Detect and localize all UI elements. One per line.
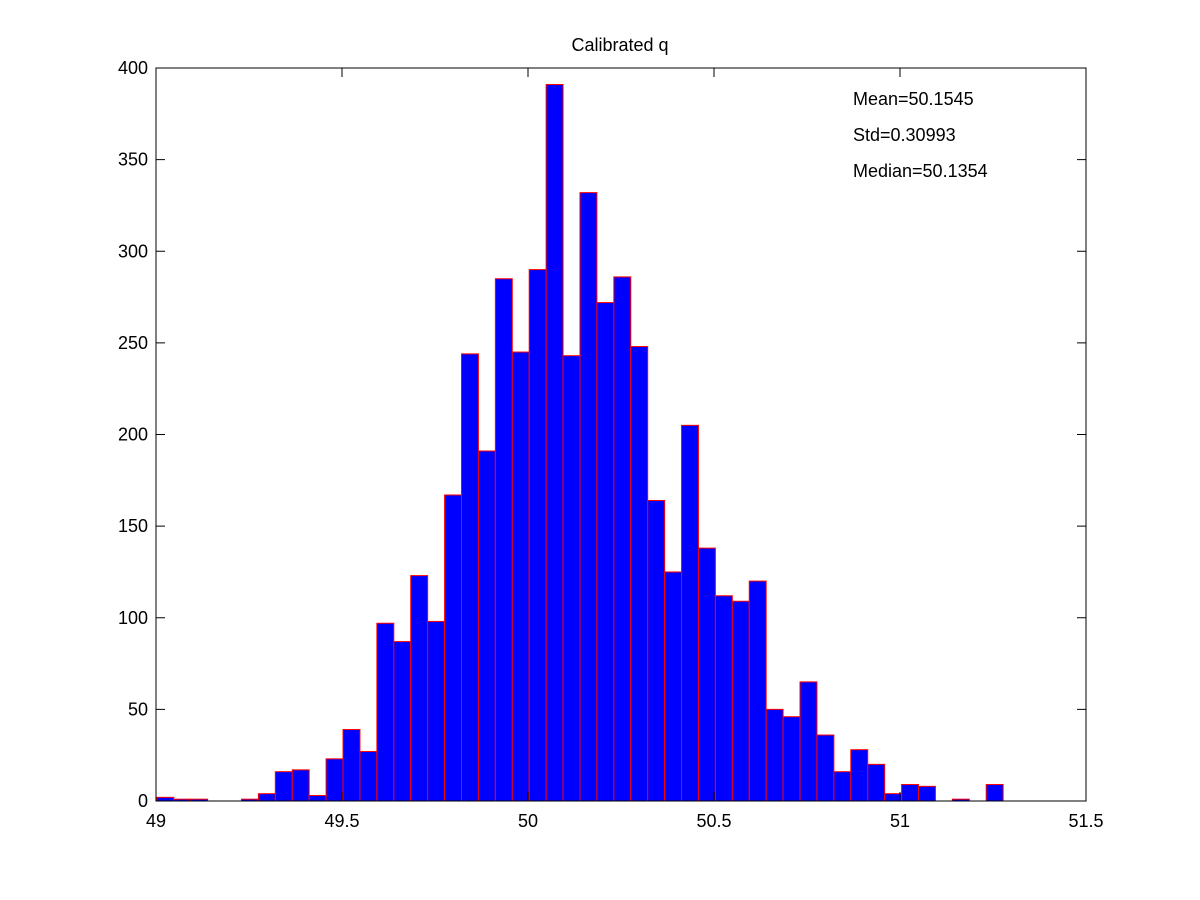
histogram-bar <box>444 494 463 802</box>
x-tick-label: 49 <box>146 811 166 831</box>
histogram-bar <box>697 547 716 802</box>
histogram-bar <box>528 269 547 802</box>
histogram-bar <box>545 83 564 802</box>
stats-annotations: Mean=50.1545 Std=0.30993 Median=50.1354 <box>853 89 988 181</box>
mean-annotation: Mean=50.1545 <box>853 89 974 109</box>
histogram-bar <box>799 681 818 802</box>
histogram-bar <box>765 708 784 802</box>
histogram-bar <box>782 716 801 802</box>
histogram-bar <box>613 276 632 802</box>
histogram-bar <box>461 353 479 802</box>
histogram-bar <box>816 734 835 802</box>
histogram-bar <box>342 729 361 802</box>
histogram-bar <box>410 575 429 802</box>
y-tick-label: 300 <box>118 241 148 261</box>
histogram-bar <box>393 641 412 802</box>
std-annotation: Std=0.30993 <box>853 125 956 145</box>
histogram-bar <box>596 302 615 802</box>
histogram-bar <box>308 795 327 802</box>
histogram-bar <box>681 424 699 802</box>
histogram-bar <box>376 622 395 802</box>
histogram-bar <box>156 796 175 802</box>
chart-title: Calibrated q <box>571 35 668 55</box>
histogram-bar <box>325 758 344 802</box>
histogram-bar <box>477 450 496 802</box>
y-tick-label: 50 <box>128 699 148 719</box>
histogram-bar <box>918 785 936 802</box>
histogram-bar <box>562 355 581 802</box>
x-tick-label: 50 <box>518 811 538 831</box>
bars-group <box>156 83 1004 802</box>
y-tick-label: 400 <box>118 58 148 78</box>
y-tick-label: 0 <box>138 791 148 811</box>
histogram-bar <box>714 595 733 802</box>
histogram-bar <box>731 600 750 802</box>
histogram-bar <box>579 192 598 802</box>
y-tick-label: 250 <box>118 333 148 353</box>
median-annotation: Median=50.1354 <box>853 161 988 181</box>
histogram-bar <box>867 763 886 802</box>
y-tick-label: 100 <box>118 608 148 628</box>
histogram-bar <box>494 278 513 802</box>
histogram-bar <box>291 769 310 802</box>
histogram-bar <box>884 793 903 802</box>
histogram-bar <box>664 571 683 802</box>
x-tick-label: 50.5 <box>696 811 731 831</box>
y-axis: 0 50 100 150 200 250 300 350 400 <box>118 58 1086 811</box>
histogram-bar <box>647 499 666 802</box>
histogram-bar <box>901 784 920 802</box>
y-tick-label: 350 <box>118 150 148 170</box>
histogram-bar <box>257 793 276 802</box>
histogram-bar <box>274 771 293 802</box>
histogram-bar <box>427 620 446 802</box>
histogram-bar <box>511 351 530 802</box>
x-tick-label: 51 <box>890 811 910 831</box>
x-tick-label: 51.5 <box>1068 811 1103 831</box>
y-tick-label: 150 <box>118 516 148 536</box>
histogram-bar <box>833 771 852 802</box>
y-tick-label: 200 <box>118 425 148 445</box>
histogram-bar <box>630 346 649 802</box>
histogram-bar <box>850 749 869 802</box>
histogram-bar <box>359 751 378 802</box>
x-axis: 49 49.5 50 50.5 51 51.5 <box>146 68 1104 831</box>
histogram-bar <box>748 580 767 802</box>
histogram-bar <box>985 784 1004 802</box>
x-tick-label: 49.5 <box>324 811 359 831</box>
